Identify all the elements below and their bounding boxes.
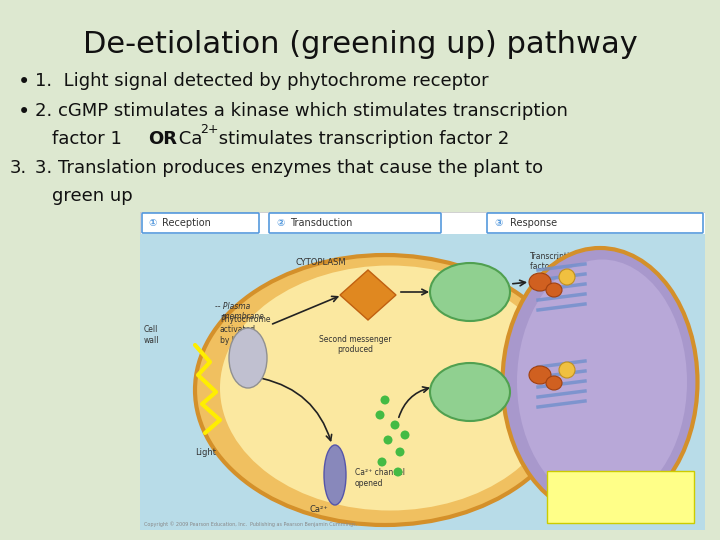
FancyBboxPatch shape bbox=[487, 213, 703, 233]
Polygon shape bbox=[340, 270, 396, 320]
Text: 3.: 3. bbox=[10, 159, 27, 177]
Text: ①: ① bbox=[148, 218, 156, 228]
Text: ③: ③ bbox=[494, 218, 503, 228]
FancyBboxPatch shape bbox=[142, 213, 259, 233]
Text: Transcription
factor 2: Transcription factor 2 bbox=[530, 355, 580, 374]
Circle shape bbox=[559, 362, 575, 378]
Text: CYTOPLASM: CYTOPLASM bbox=[295, 258, 346, 267]
Text: Specific
protein
kinase 2
activated: Specific protein kinase 2 activated bbox=[455, 381, 485, 403]
Text: De-etiolation (greening up) pathway: De-etiolation (greening up) pathway bbox=[83, 30, 637, 59]
Text: Transduction: Transduction bbox=[290, 218, 352, 228]
Ellipse shape bbox=[195, 255, 575, 525]
FancyBboxPatch shape bbox=[140, 212, 705, 234]
Text: Translation: Translation bbox=[572, 457, 618, 467]
Circle shape bbox=[559, 269, 575, 285]
FancyBboxPatch shape bbox=[269, 213, 441, 233]
FancyBboxPatch shape bbox=[140, 234, 705, 530]
Text: Reception: Reception bbox=[162, 218, 211, 228]
Text: Copyright © 2009 Pearson Education, Inc.  Publishing as Pearson Benjamin Cumming: Copyright © 2009 Pearson Education, Inc.… bbox=[144, 522, 357, 527]
Ellipse shape bbox=[529, 366, 551, 384]
Text: Light: Light bbox=[195, 448, 216, 457]
Text: 3. Translation produces enzymes that cause the plant to: 3. Translation produces enzymes that cau… bbox=[35, 159, 543, 177]
Text: 2+: 2+ bbox=[200, 123, 218, 136]
Text: 2. cGMP stimulates a kinase which stimulates transcription: 2. cGMP stimulates a kinase which stimul… bbox=[35, 102, 568, 120]
Text: p: p bbox=[565, 274, 569, 280]
Text: 1.  Light signal detected by phytochrome receptor: 1. Light signal detected by phytochrome … bbox=[35, 72, 489, 90]
Text: Cell
wall: Cell wall bbox=[144, 325, 160, 345]
Text: Transcription
factor 1: Transcription factor 1 bbox=[530, 252, 580, 272]
Ellipse shape bbox=[529, 273, 551, 291]
FancyBboxPatch shape bbox=[547, 471, 694, 523]
Circle shape bbox=[376, 410, 384, 420]
Text: De-etiolation
(greening)
response
proteins: De-etiolation (greening) response protei… bbox=[598, 483, 642, 511]
Text: Ca: Ca bbox=[173, 130, 202, 148]
Text: Ca²⁺: Ca²⁺ bbox=[310, 505, 329, 515]
Circle shape bbox=[394, 468, 402, 476]
Circle shape bbox=[390, 421, 400, 429]
Circle shape bbox=[380, 395, 390, 404]
Text: NUCLEUS: NUCLEUS bbox=[555, 258, 595, 267]
Text: Second messenger
produced: Second messenger produced bbox=[319, 335, 391, 354]
Text: Response: Response bbox=[510, 218, 557, 228]
Text: Ca²⁺ channel
opened: Ca²⁺ channel opened bbox=[355, 468, 405, 488]
Ellipse shape bbox=[546, 376, 562, 390]
Ellipse shape bbox=[220, 266, 560, 510]
Circle shape bbox=[377, 457, 387, 467]
Text: ②: ② bbox=[276, 218, 284, 228]
Text: cGMP: cGMP bbox=[356, 291, 380, 300]
Text: -- Plasma
   membrane: -- Plasma membrane bbox=[215, 302, 264, 321]
Circle shape bbox=[384, 435, 392, 444]
Text: factor 1: factor 1 bbox=[52, 130, 127, 148]
Text: stimulates transcription factor 2: stimulates transcription factor 2 bbox=[213, 130, 509, 148]
FancyBboxPatch shape bbox=[140, 212, 705, 530]
Circle shape bbox=[395, 448, 405, 456]
Text: p: p bbox=[565, 368, 569, 373]
Ellipse shape bbox=[503, 248, 698, 516]
Text: •: • bbox=[18, 72, 30, 92]
Text: •: • bbox=[18, 102, 30, 122]
Text: green up: green up bbox=[52, 187, 132, 205]
Ellipse shape bbox=[430, 263, 510, 321]
Circle shape bbox=[400, 430, 410, 440]
Ellipse shape bbox=[546, 283, 562, 297]
Text: Transcription: Transcription bbox=[568, 421, 622, 429]
Ellipse shape bbox=[517, 260, 687, 504]
Ellipse shape bbox=[229, 328, 267, 388]
Text: OR: OR bbox=[148, 130, 177, 148]
Text: Specific
protein
kinase 1
activated: Specific protein kinase 1 activated bbox=[455, 281, 485, 303]
Text: Phytochrome
activated
by light: Phytochrome activated by light bbox=[220, 315, 271, 345]
Ellipse shape bbox=[430, 363, 510, 421]
Ellipse shape bbox=[324, 445, 346, 505]
